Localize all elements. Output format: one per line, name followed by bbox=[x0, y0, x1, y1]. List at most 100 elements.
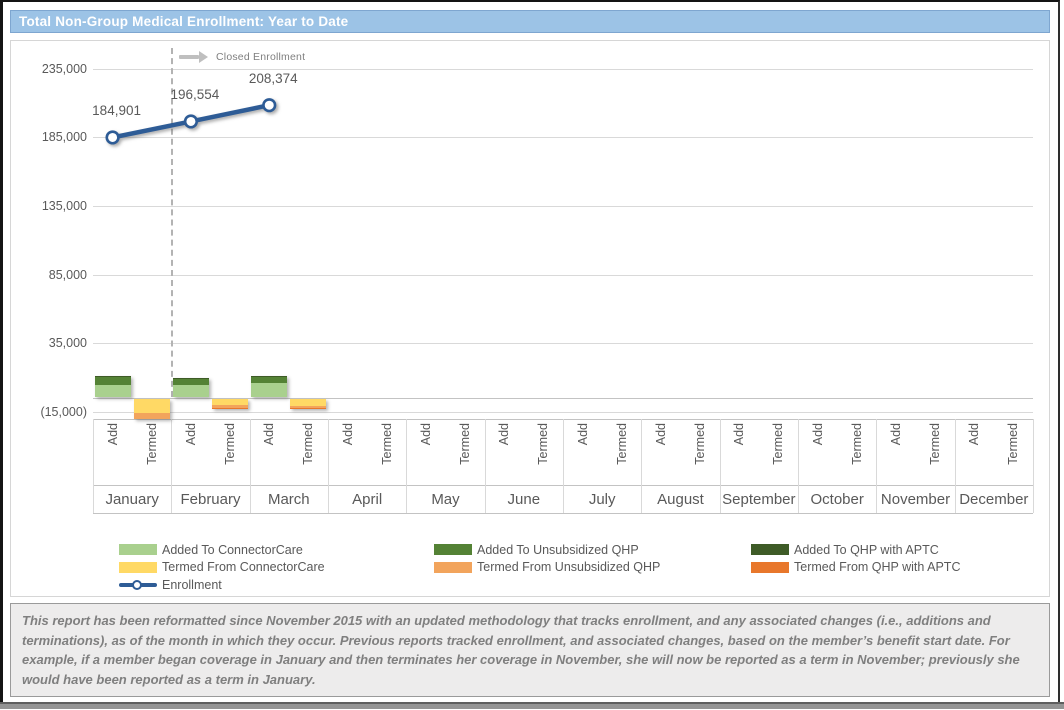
month-separator bbox=[328, 419, 329, 513]
month-label-may: May bbox=[431, 491, 460, 508]
report-title-bar: Total Non-Group Medical Enrollment: Year… bbox=[10, 10, 1050, 33]
y-gridline bbox=[93, 412, 1033, 414]
month-separator bbox=[954, 419, 956, 513]
subcategory-label-termed: Termed bbox=[536, 423, 551, 465]
subcategory-label-add: Add bbox=[105, 423, 120, 446]
axis-label-bottom-line bbox=[93, 513, 1033, 514]
closed-enrollment-divider bbox=[171, 48, 174, 397]
subcategory-label-add: Add bbox=[653, 423, 668, 446]
legend-item-added-to-qhp-with-aptc: Added To QHP with APTC bbox=[751, 542, 939, 557]
bar-segment-added-to-unsubsidized-qhp bbox=[94, 376, 131, 385]
month-label-february: February bbox=[180, 491, 241, 508]
subcategory-label-termed: Termed bbox=[223, 423, 238, 465]
subcategory-label-termed: Termed bbox=[301, 423, 316, 465]
legend-line-dot bbox=[132, 579, 142, 590]
month-separator bbox=[249, 419, 251, 513]
month-label-april: April bbox=[352, 491, 383, 508]
enrollment-marker bbox=[262, 98, 277, 113]
month-label-december: December bbox=[959, 491, 1029, 508]
page-break-bar bbox=[0, 702, 1064, 709]
bar-segment-termed-from-unsubsidized-qhp bbox=[133, 413, 170, 419]
legend-swatch-icon bbox=[119, 561, 157, 573]
bar-segment-termed-from-connectorcare bbox=[212, 399, 249, 406]
legend-label: Termed From QHP with APTC bbox=[794, 560, 961, 574]
bar-segment-termed-from-unsubsidized-qhp bbox=[290, 405, 327, 408]
legend-item-added-to-connectorcare: Added To ConnectorCare bbox=[119, 542, 303, 557]
legend-swatch-icon bbox=[751, 561, 789, 573]
closed-enrollment-label: Closed Enrollment bbox=[216, 51, 306, 63]
bar-segment-added-to-qhp-with-aptc bbox=[172, 378, 209, 379]
y-axis-tick-label: 35,000 bbox=[48, 336, 87, 351]
legend-label: Added To QHP with APTC bbox=[794, 542, 939, 557]
month-label-october: October bbox=[810, 491, 864, 508]
month-separator bbox=[719, 419, 721, 513]
enrollment-data-label: 196,554 bbox=[170, 87, 220, 103]
bar-segment-termed-from-qhp-with-aptc bbox=[290, 407, 327, 409]
subcategory-label-termed: Termed bbox=[771, 423, 786, 465]
bar-segment-termed-from-unsubsidized-qhp bbox=[212, 405, 249, 408]
y-gridline bbox=[93, 206, 1033, 208]
closed-enrollment-annotation: Closed Enrollment bbox=[179, 49, 305, 65]
month-separator bbox=[93, 419, 94, 513]
legend-label: Added To Unsubsidized QHP bbox=[477, 542, 639, 557]
right-arrow-icon bbox=[179, 55, 199, 59]
bar-segment-added-to-connectorcare bbox=[251, 382, 288, 397]
month-separator bbox=[563, 419, 564, 513]
y-axis-tick-label: 85,000 bbox=[48, 267, 87, 282]
subcategory-label-add: Add bbox=[888, 423, 903, 446]
y-gridline bbox=[93, 343, 1033, 345]
y-gridline bbox=[93, 68, 1033, 70]
legend-line-marker-icon bbox=[119, 579, 157, 590]
subcategory-label-add: Add bbox=[340, 423, 355, 446]
enrollment-data-label: 184,901 bbox=[92, 103, 141, 119]
legend-label: Termed From ConnectorCare bbox=[162, 560, 325, 574]
y-axis-tick-label: 235,000 bbox=[41, 61, 87, 76]
month-separator bbox=[171, 419, 173, 513]
month-label-november: November bbox=[880, 491, 951, 508]
footnote-text: This report has been reformatted since N… bbox=[22, 613, 1020, 687]
subcategory-label-add: Add bbox=[183, 423, 198, 446]
y-axis-tick-label: (15,000) bbox=[40, 405, 87, 420]
legend-label: Added To ConnectorCare bbox=[162, 542, 303, 557]
subcategory-label-add: Add bbox=[810, 423, 825, 446]
month-separator bbox=[406, 419, 408, 513]
subcategory-label-termed: Termed bbox=[458, 423, 473, 465]
enrollment-marker bbox=[183, 114, 199, 129]
bar-segment-added-to-unsubsidized-qhp bbox=[251, 377, 288, 383]
bar-segment-termed-from-connectorcare bbox=[290, 399, 327, 406]
month-separator bbox=[876, 419, 878, 513]
month-separator bbox=[641, 419, 643, 513]
legend-label: Enrollment bbox=[162, 577, 222, 592]
bar-segment-termed-from-qhp-with-aptc bbox=[212, 407, 249, 409]
subcategory-label-termed: Termed bbox=[614, 423, 629, 465]
legend-item-enrollment: Enrollment bbox=[119, 577, 222, 592]
legend-label: Termed From Unsubsidized QHP bbox=[477, 560, 661, 574]
month-label-january: January bbox=[105, 491, 159, 508]
bar-segment-added-to-connectorcare bbox=[172, 384, 209, 397]
y-gridline bbox=[93, 137, 1033, 139]
y-gridline bbox=[93, 274, 1033, 276]
legend-swatch-icon bbox=[751, 544, 789, 555]
subcategory-label-add: Add bbox=[967, 423, 982, 446]
right-arrow-head-icon bbox=[199, 51, 208, 63]
month-label-july: July bbox=[588, 491, 616, 508]
legend-item-termed-from-qhp-with-aptc: Termed From QHP with APTC bbox=[751, 560, 960, 575]
subcategory-label-add: Add bbox=[418, 423, 433, 446]
bar-segment-added-to-connectorcare bbox=[94, 384, 131, 397]
enrollment-marker bbox=[105, 130, 120, 145]
subcategory-label-add: Add bbox=[732, 423, 747, 446]
legend-swatch-icon bbox=[434, 544, 472, 555]
legend-swatch-icon bbox=[434, 561, 472, 573]
bar-segment-added-to-unsubsidized-qhp bbox=[172, 378, 209, 385]
subcategory-label-add: Add bbox=[497, 423, 512, 446]
y-axis-tick-label: 135,000 bbox=[41, 199, 87, 214]
enrollment-line-series bbox=[105, 98, 277, 145]
bar-segment-termed-from-connectorcare bbox=[133, 399, 170, 414]
chart-plot-area: 235,000 185,000 135,000 85,000 35,000 (15,000… bbox=[11, 41, 1049, 596]
month-label-august: August bbox=[657, 491, 704, 508]
legend-item-termed-from-unsubsidized-qhp: Termed From Unsubsidized QHP bbox=[434, 560, 660, 575]
legend-item-added-to-unsubsidized-qhp: Added To Unsubsidized QHP bbox=[434, 542, 639, 557]
category-axis-line bbox=[93, 397, 1033, 399]
subcategory-label-termed: Termed bbox=[928, 423, 943, 465]
month-label-march: March bbox=[267, 491, 310, 508]
